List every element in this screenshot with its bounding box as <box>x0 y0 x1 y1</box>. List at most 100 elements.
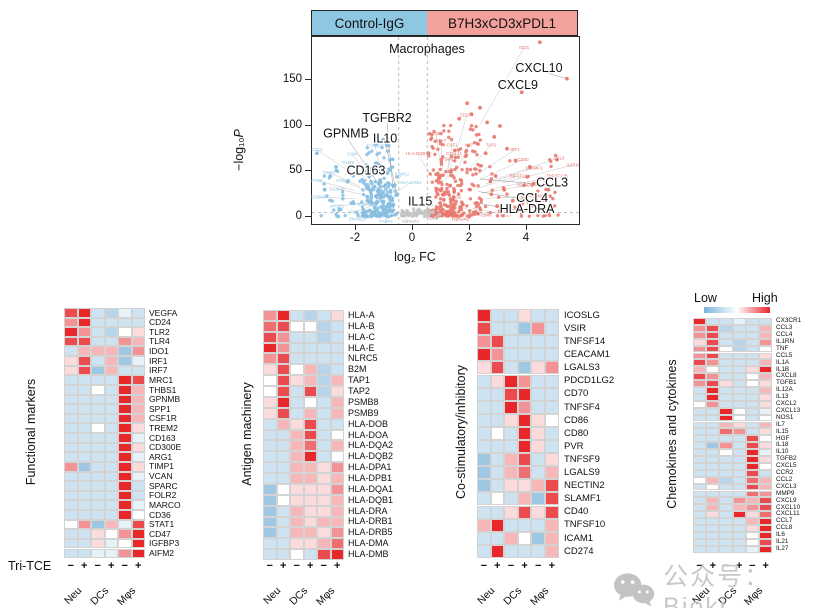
scatter-point <box>387 144 391 148</box>
heatmap-cell <box>303 342 317 354</box>
heatmap-cell <box>263 462 277 474</box>
heatmap-cell <box>131 433 145 443</box>
scatter-point <box>384 212 388 217</box>
heatmap-cell <box>118 471 132 482</box>
heatmap-cell <box>64 500 78 510</box>
heatmap-cell <box>706 407 720 415</box>
heatmap-cell <box>693 518 707 525</box>
heatmap-cell <box>490 348 505 362</box>
heatmap-cell <box>531 413 545 427</box>
label-connector <box>454 115 468 158</box>
heatmap-cell <box>131 336 145 347</box>
heatmap-cell <box>490 492 505 506</box>
heatmap-title: Chemokines and cytokines <box>665 359 679 509</box>
scatter-point <box>376 206 380 211</box>
heatmap-cell <box>290 320 304 332</box>
scatter-point <box>547 211 551 215</box>
scatter-point <box>427 154 431 158</box>
heatmap-cell <box>263 342 277 354</box>
heatmap-cell <box>545 309 559 323</box>
heatmap-gene-label: CD47 <box>149 528 171 539</box>
gene-label-big: HLA-DRA <box>500 202 556 216</box>
heatmap-cell <box>303 429 317 441</box>
heatmap-cell <box>706 428 720 436</box>
heatmap-gene-label: HLA-DQA2 <box>348 440 394 451</box>
scatter-point <box>404 211 409 215</box>
heatmap-cell <box>504 531 518 545</box>
heatmap-cell <box>745 324 759 332</box>
heatmap-cell <box>759 469 773 477</box>
heatmap-cell <box>330 429 344 441</box>
scatter-point <box>457 116 462 121</box>
heatmap-cell <box>104 423 118 434</box>
scatter-point <box>530 182 535 187</box>
heatmap-gene-label: PVR <box>564 440 584 452</box>
scatter-point <box>553 153 558 158</box>
label-connector <box>336 188 364 195</box>
scatter-point <box>448 213 453 217</box>
label-connector <box>495 157 559 180</box>
heatmap-gene-label: THBS1 <box>149 384 177 395</box>
heatmap-cell <box>745 345 759 353</box>
heatmap-cell <box>477 374 491 388</box>
scatter-point <box>375 161 379 165</box>
scatter-point <box>343 213 347 218</box>
scatter-point <box>472 141 477 145</box>
scatter-point <box>328 174 333 178</box>
tri-tce-sign: − <box>67 560 74 572</box>
heatmap-gene-label: SLAMF1 <box>564 493 601 505</box>
heatmap-cell <box>303 364 317 376</box>
heatmap-cell <box>545 440 559 454</box>
heatmap-cell <box>303 353 317 365</box>
scatter-point <box>434 186 438 191</box>
heatmap-cell <box>504 466 518 480</box>
scatter-point <box>478 138 482 142</box>
heatmap-cell <box>693 380 707 387</box>
scatter-point <box>522 183 527 188</box>
heatmap-cell <box>504 361 518 375</box>
heatmap-cell <box>64 365 78 376</box>
heatmap-cell <box>118 548 132 559</box>
heatmap-cell <box>131 365 145 376</box>
heatmap-cell <box>64 346 78 357</box>
heatmap-cell <box>759 538 773 546</box>
heatmap-cell <box>706 545 720 553</box>
scatter-point <box>537 176 542 181</box>
scatter-point <box>319 214 323 218</box>
heatmap-cell <box>330 375 344 387</box>
colorbar-low-label: Low <box>694 291 717 305</box>
heatmap-cell <box>732 407 746 415</box>
heatmap-cell <box>263 310 277 321</box>
heatmap-cell <box>545 531 559 545</box>
scatter-point <box>493 174 498 178</box>
heatmap-cell <box>504 322 518 336</box>
scatter-point <box>379 184 383 189</box>
scatter-point <box>335 214 339 218</box>
heatmap-cell <box>706 345 720 353</box>
scatter-point <box>381 190 386 194</box>
label-connector <box>502 164 573 184</box>
scatter-point <box>386 171 390 175</box>
scatter-point <box>418 211 423 215</box>
heatmap-cell <box>276 396 290 408</box>
gene-label-small: DNAJB1 <box>349 216 366 221</box>
scatter-point <box>543 213 548 217</box>
heatmap-cell <box>317 364 331 376</box>
heatmap-cell <box>693 338 707 346</box>
heatmap-cell <box>693 324 707 332</box>
heatmap-cell <box>64 317 78 328</box>
heatmap-cell <box>517 309 532 323</box>
scatter-point <box>490 188 494 192</box>
scatter-point <box>465 167 469 171</box>
scatter-point <box>450 207 454 211</box>
scatter-point <box>476 184 480 188</box>
heatmap-cell <box>477 348 491 362</box>
scatter-point <box>351 200 355 204</box>
scatter-point <box>453 179 458 184</box>
label-connector <box>318 196 356 199</box>
scatter-point <box>531 204 535 208</box>
heatmap-cell <box>91 490 105 501</box>
scatter-point <box>452 188 456 193</box>
heatmap-cell <box>745 462 759 470</box>
